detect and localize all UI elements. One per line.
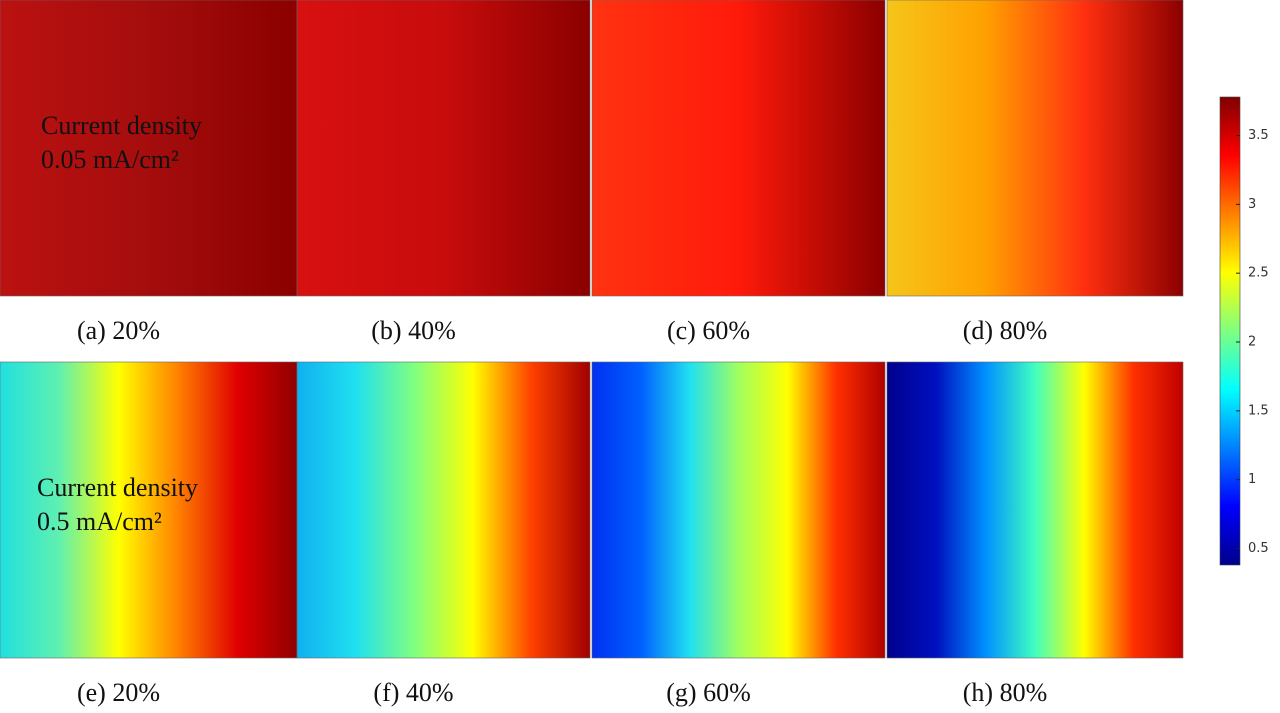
colorbar-tick-label: 1.5	[1248, 403, 1269, 418]
panel-label: (c) 60%	[667, 316, 750, 345]
panel-label: (g) 60%	[666, 678, 750, 707]
colorbar-tick-label: 2.5	[1248, 266, 1269, 281]
heatmap-panel	[296, 361, 591, 659]
annotation: Current density	[41, 111, 202, 140]
heatmap-panel	[591, 361, 886, 659]
annotation: Current density	[37, 473, 198, 502]
colorbar	[1219, 96, 1241, 566]
colorbar-tick-label: 1	[1248, 472, 1256, 487]
panel-label: (a) 20%	[77, 316, 160, 345]
annotation: 0.05 mA/cm²	[41, 145, 179, 174]
panel-label: (e) 20%	[77, 678, 160, 707]
heatmap-panel	[886, 0, 1184, 297]
heatmap-panel	[886, 361, 1184, 659]
annotation: 0.5 mA/cm²	[37, 507, 162, 536]
colorbar-tick-label: 3	[1248, 197, 1256, 212]
colorbar-tick-label: 0.5	[1248, 541, 1269, 556]
colorbar-tick-label: 3.5	[1248, 128, 1269, 143]
panel-label: (h) 80%	[963, 678, 1047, 707]
panel-label: (b) 40%	[371, 316, 455, 345]
heatmap-panel	[591, 0, 886, 297]
colorbar-tick-label: 2	[1248, 335, 1256, 350]
panel-label: (f) 40%	[373, 678, 453, 707]
panel-label: (d) 80%	[963, 316, 1047, 345]
heatmap-panel	[0, 0, 298, 297]
heatmap-panel	[296, 0, 591, 297]
heatmap-panel	[0, 361, 298, 659]
